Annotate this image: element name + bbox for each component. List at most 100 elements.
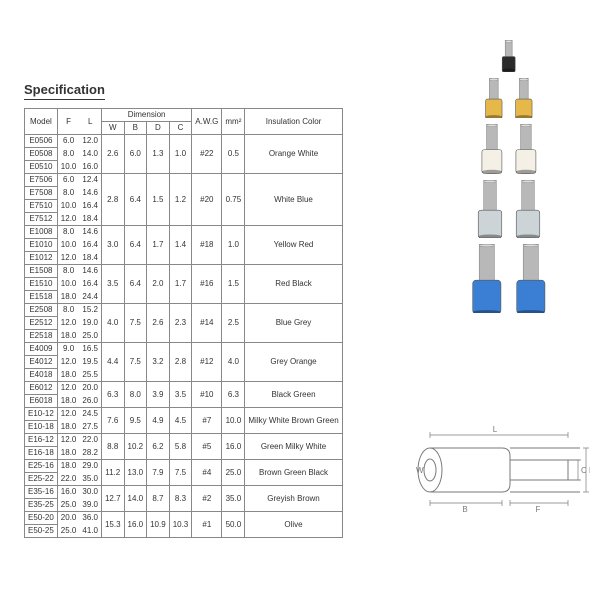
cell-model: E0506	[25, 135, 58, 148]
cell-L: 18.4	[79, 252, 101, 265]
cell-B: 6.4	[124, 174, 147, 226]
cell-insul: Green Milky White	[245, 434, 342, 460]
cell-model: E1508	[25, 265, 58, 278]
cell-awg: #14	[192, 304, 222, 343]
cell-W: 7.6	[101, 408, 124, 434]
cell-D: 1.3	[147, 135, 170, 174]
cell-F: 18.0	[57, 421, 79, 434]
page-title: Specification	[24, 82, 105, 100]
col-L: L	[79, 109, 101, 135]
cell-D: 6.2	[147, 434, 170, 460]
table-head: Model F L Dimension A.W.G mm² Insulation…	[25, 109, 343, 135]
cell-W: 11.2	[101, 460, 124, 486]
cell-F: 8.0	[57, 187, 79, 200]
cell-insul: Milky White Brown Green	[245, 408, 342, 434]
table-row: E16-1212.022.08.810.26.25.8#516.0Green M…	[25, 434, 343, 447]
cell-model: E35-25	[25, 499, 58, 512]
cell-W: 4.0	[101, 304, 124, 343]
cell-F: 12.0	[57, 434, 79, 447]
cell-F: 12.0	[57, 213, 79, 226]
cell-C: 1.0	[169, 135, 192, 174]
cell-mm2: 1.0	[222, 226, 245, 265]
table-body: E05066.012.02.66.01.31.0#220.5Orange Whi…	[25, 135, 343, 538]
ferrule-icon	[514, 78, 534, 119]
col-insul: Insulation Color	[245, 109, 342, 135]
cell-D: 4.9	[147, 408, 170, 434]
ferrule-icon	[514, 124, 538, 173]
cell-F: 12.0	[57, 317, 79, 330]
cell-model: E50-25	[25, 525, 58, 538]
table-row: E35-1616.030.012.714.08.78.3#235.0Greyis…	[25, 486, 343, 499]
diagram-label-D: D	[589, 466, 590, 475]
table-row: E50-2020.036.015.316.010.910.3#150.0Oliv…	[25, 512, 343, 525]
col-awg: A.W.G	[192, 109, 222, 135]
cell-awg: #12	[192, 343, 222, 382]
cell-mm2: 10.0	[222, 408, 245, 434]
cell-L: 25.0	[79, 330, 101, 343]
ferrule-icon	[476, 180, 504, 238]
cell-awg: #4	[192, 460, 222, 486]
cell-insul: Greyish Brown	[245, 486, 342, 512]
cell-L: 26.0	[79, 395, 101, 408]
cell-W: 12.7	[101, 486, 124, 512]
cell-insul: Black Green	[245, 382, 342, 408]
table-row: E25-1618.029.011.213.07.97.5#425.0Brown …	[25, 460, 343, 473]
cell-L: 16.4	[79, 278, 101, 291]
cell-B: 6.0	[124, 135, 147, 174]
cell-awg: #5	[192, 434, 222, 460]
cell-model: E0508	[25, 148, 58, 161]
cell-W: 2.6	[101, 135, 124, 174]
table-row: E10088.014.63.06.41.71.4#181.0Yellow Red	[25, 226, 343, 239]
cell-L: 20.0	[79, 382, 101, 395]
ferrule-row	[470, 180, 547, 238]
cell-insul: White Blue	[245, 174, 342, 226]
cell-F: 18.0	[57, 460, 79, 473]
cell-mm2: 25.0	[222, 460, 245, 486]
table-row: E75066.012.42.86.41.51.2#200.75White Blu…	[25, 174, 343, 187]
cell-L: 14.0	[79, 148, 101, 161]
cell-awg: #16	[192, 265, 222, 304]
cell-awg: #10	[192, 382, 222, 408]
cell-model: E6018	[25, 395, 58, 408]
cell-L: 14.6	[79, 187, 101, 200]
cell-model: E10-18	[25, 421, 58, 434]
table-row: E601212.020.06.38.03.93.5#106.3Black Gre…	[25, 382, 343, 395]
cell-F: 18.0	[57, 291, 79, 304]
ferrule-icon	[501, 40, 516, 72]
col-model: Model	[25, 109, 58, 135]
cell-F: 8.0	[57, 226, 79, 239]
cell-F: 12.0	[57, 408, 79, 421]
cell-awg: #1	[192, 512, 222, 538]
cell-B: 6.4	[124, 265, 147, 304]
cell-C: 3.5	[169, 382, 192, 408]
cell-mm2: 50.0	[222, 512, 245, 538]
cell-F: 10.0	[57, 278, 79, 291]
cell-C: 1.2	[169, 174, 192, 226]
cell-model: E25-22	[25, 473, 58, 486]
cell-model: E16-18	[25, 447, 58, 460]
table-row: E15088.014.63.56.42.01.7#161.5Red Black	[25, 265, 343, 278]
cell-insul: Blue Grey	[245, 304, 342, 343]
cell-model: E7506	[25, 174, 58, 187]
cell-B: 8.0	[124, 382, 147, 408]
diagram-label-F: F	[536, 505, 541, 514]
cell-L: 39.0	[79, 499, 101, 512]
cell-model: E25-16	[25, 460, 58, 473]
cell-F: 22.0	[57, 473, 79, 486]
cell-L: 35.0	[79, 473, 101, 486]
cell-F: 16.0	[57, 486, 79, 499]
cell-mm2: 0.75	[222, 174, 245, 226]
cell-F: 8.0	[57, 304, 79, 317]
cell-F: 10.0	[57, 161, 79, 174]
cell-model: E4018	[25, 369, 58, 382]
table-row: E10-1212.024.57.69.54.94.5#710.0Milky Wh…	[25, 408, 343, 421]
ferrule-icon	[514, 244, 548, 314]
cell-D: 7.9	[147, 460, 170, 486]
col-C: C	[169, 122, 192, 135]
cell-L: 29.0	[79, 460, 101, 473]
col-mm2: mm²	[222, 109, 245, 135]
cell-F: 25.0	[57, 499, 79, 512]
cell-F: 6.0	[57, 174, 79, 187]
cell-L: 18.4	[79, 213, 101, 226]
cell-F: 12.0	[57, 356, 79, 369]
